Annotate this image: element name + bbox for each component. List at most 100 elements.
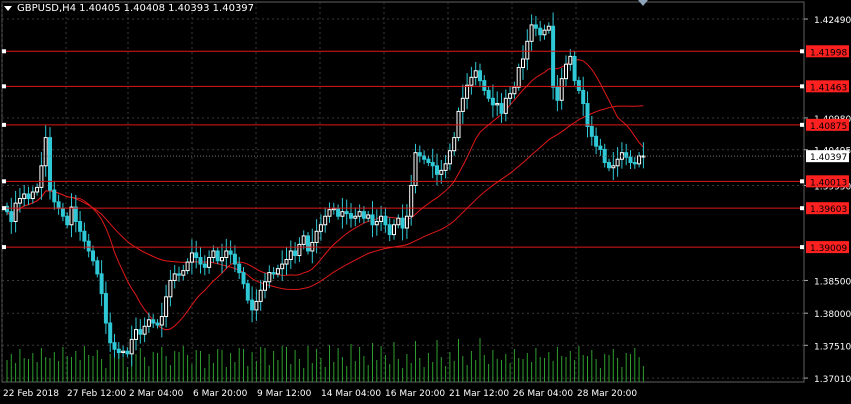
candle-body[interactable]	[65, 215, 70, 226]
candle-body[interactable]	[576, 80, 581, 91]
candle-body[interactable]	[78, 220, 83, 232]
candle-body[interactable]	[202, 263, 207, 268]
candle-body[interactable]	[435, 165, 439, 175]
candle-body[interactable]	[615, 158, 620, 167]
candle-body[interactable]	[503, 97, 508, 114]
candle-body[interactable]	[237, 263, 242, 274]
candle-body[interactable]	[185, 261, 190, 272]
candle-body[interactable]	[443, 163, 448, 171]
candle-body[interactable]	[611, 165, 616, 169]
candle-body[interactable]	[546, 25, 551, 31]
candle-body[interactable]	[116, 348, 121, 354]
candle-body[interactable]	[189, 252, 194, 263]
candle-body[interactable]	[637, 155, 642, 165]
chart-shift-marker-icon[interactable]	[638, 0, 648, 6]
candle-body[interactable]	[271, 272, 276, 275]
level-handle-right[interactable]	[800, 179, 804, 184]
candle-body[interactable]	[138, 329, 143, 335]
level-handle-right[interactable]	[800, 122, 804, 127]
level-handle-right[interactable]	[800, 206, 804, 211]
candle-body[interactable]	[43, 137, 48, 167]
candle-body[interactable]	[258, 289, 263, 302]
candle-body[interactable]	[632, 162, 637, 165]
candle-body[interactable]	[486, 89, 491, 99]
candle-body[interactable]	[211, 250, 216, 259]
candle-body[interactable]	[473, 70, 478, 78]
candle-body[interactable]	[628, 156, 633, 164]
candle-body[interactable]	[400, 217, 405, 229]
candle-body[interactable]	[555, 86, 560, 101]
candle-body[interactable]	[151, 319, 156, 324]
candle-body[interactable]	[263, 281, 267, 291]
candle-body[interactable]	[525, 40, 530, 60]
candle-body[interactable]	[86, 240, 91, 252]
candle-body[interactable]	[241, 272, 246, 285]
candle-body[interactable]	[572, 55, 577, 82]
candle-body[interactable]	[564, 63, 568, 80]
level-handle-right[interactable]	[800, 84, 804, 89]
candle-body[interactable]	[396, 217, 401, 226]
candle-body[interactable]	[177, 273, 181, 276]
candle-body[interactable]	[598, 145, 603, 150]
candle-body[interactable]	[134, 329, 138, 340]
candle-body[interactable]	[482, 80, 487, 91]
candle-body[interactable]	[164, 296, 169, 317]
candle-body[interactable]	[370, 214, 375, 226]
candle-body[interactable]	[293, 250, 298, 257]
candle-body[interactable]	[108, 322, 113, 344]
candle-body[interactable]	[181, 270, 186, 276]
level-handle-right[interactable]	[800, 245, 804, 250]
level-handle-left[interactable]	[2, 122, 6, 127]
candle-body[interactable]	[538, 27, 543, 36]
candle-body[interactable]	[529, 24, 534, 42]
candle-body[interactable]	[95, 260, 100, 275]
candle-body[interactable]	[594, 135, 599, 147]
candle-body[interactable]	[366, 214, 371, 219]
candle-body[interactable]	[301, 235, 306, 245]
candle-body[interactable]	[490, 97, 495, 106]
candle-body[interactable]	[465, 84, 470, 99]
candle-body[interactable]	[422, 155, 427, 160]
candle-body[interactable]	[288, 250, 293, 260]
candle-body[interactable]	[460, 97, 465, 112]
candle-body[interactable]	[426, 158, 431, 164]
candle-body[interactable]	[26, 193, 31, 200]
candle-body[interactable]	[589, 125, 594, 137]
candle-body[interactable]	[91, 250, 95, 262]
candle-body[interactable]	[284, 258, 289, 265]
candle-body[interactable]	[142, 325, 147, 335]
candle-body[interactable]	[568, 55, 573, 65]
candle-body[interactable]	[250, 299, 255, 311]
candle-body[interactable]	[314, 230, 319, 243]
candle-body[interactable]	[228, 250, 233, 255]
candle-body[interactable]	[224, 250, 229, 259]
candle-body[interactable]	[9, 211, 14, 222]
candle-body[interactable]	[159, 315, 164, 326]
candle-body[interactable]	[344, 211, 349, 215]
candle-body[interactable]	[168, 279, 173, 298]
candle-body[interactable]	[478, 70, 482, 82]
candle-body[interactable]	[280, 263, 285, 270]
candle-body[interactable]	[516, 67, 521, 88]
candle-body[interactable]	[379, 215, 384, 222]
candle-body[interactable]	[336, 207, 341, 217]
candle-body[interactable]	[56, 201, 61, 209]
candle-body[interactable]	[306, 235, 310, 252]
candle-body[interactable]	[383, 215, 388, 226]
candle-body[interactable]	[392, 224, 396, 236]
candle-body[interactable]	[581, 89, 586, 105]
candle-body[interactable]	[340, 211, 345, 217]
candle-body[interactable]	[357, 211, 362, 217]
candle-body[interactable]	[447, 150, 452, 165]
candle-body[interactable]	[194, 252, 199, 259]
candle-body[interactable]	[353, 215, 358, 219]
candle-body[interactable]	[35, 186, 40, 193]
candle-body[interactable]	[508, 93, 513, 99]
candle-body[interactable]	[172, 273, 177, 281]
candle-body[interactable]	[318, 224, 323, 232]
candle-body[interactable]	[559, 78, 564, 101]
candle-body[interactable]	[602, 148, 607, 164]
dropdown-triangle-icon[interactable]	[4, 6, 12, 11]
